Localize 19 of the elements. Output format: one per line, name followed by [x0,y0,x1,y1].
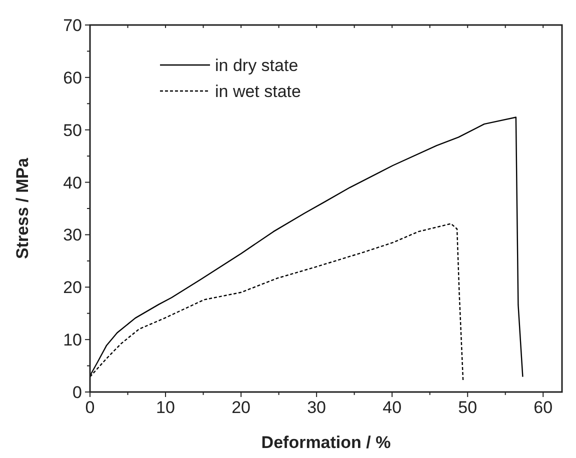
x-tick-label: 0 [85,398,95,417]
y-tick-label: 30 [63,226,82,245]
y-tick-label: 20 [63,278,82,298]
y-axis-title: Stress / MPa [13,157,32,260]
x-tick-label: 50 [458,398,478,417]
x-tick-label: 60 [534,398,553,417]
x-tick-label: 40 [382,398,402,417]
x-tick-label: 30 [307,398,326,417]
y-tick-label: 10 [63,330,82,350]
x-tick-label: 10 [156,398,175,417]
y-tick-label: 60 [63,68,82,88]
y-tick-label: 70 [63,16,82,35]
x-tick-label: 20 [232,398,250,417]
x-axis-title: Deformation / % [261,433,391,452]
legend-label: in wet state [215,82,301,101]
legend-label: in dry state [215,56,298,75]
y-tick-label: 0 [72,383,82,402]
y-tick-label: 40 [63,173,82,192]
y-tick-label: 50 [63,120,82,140]
